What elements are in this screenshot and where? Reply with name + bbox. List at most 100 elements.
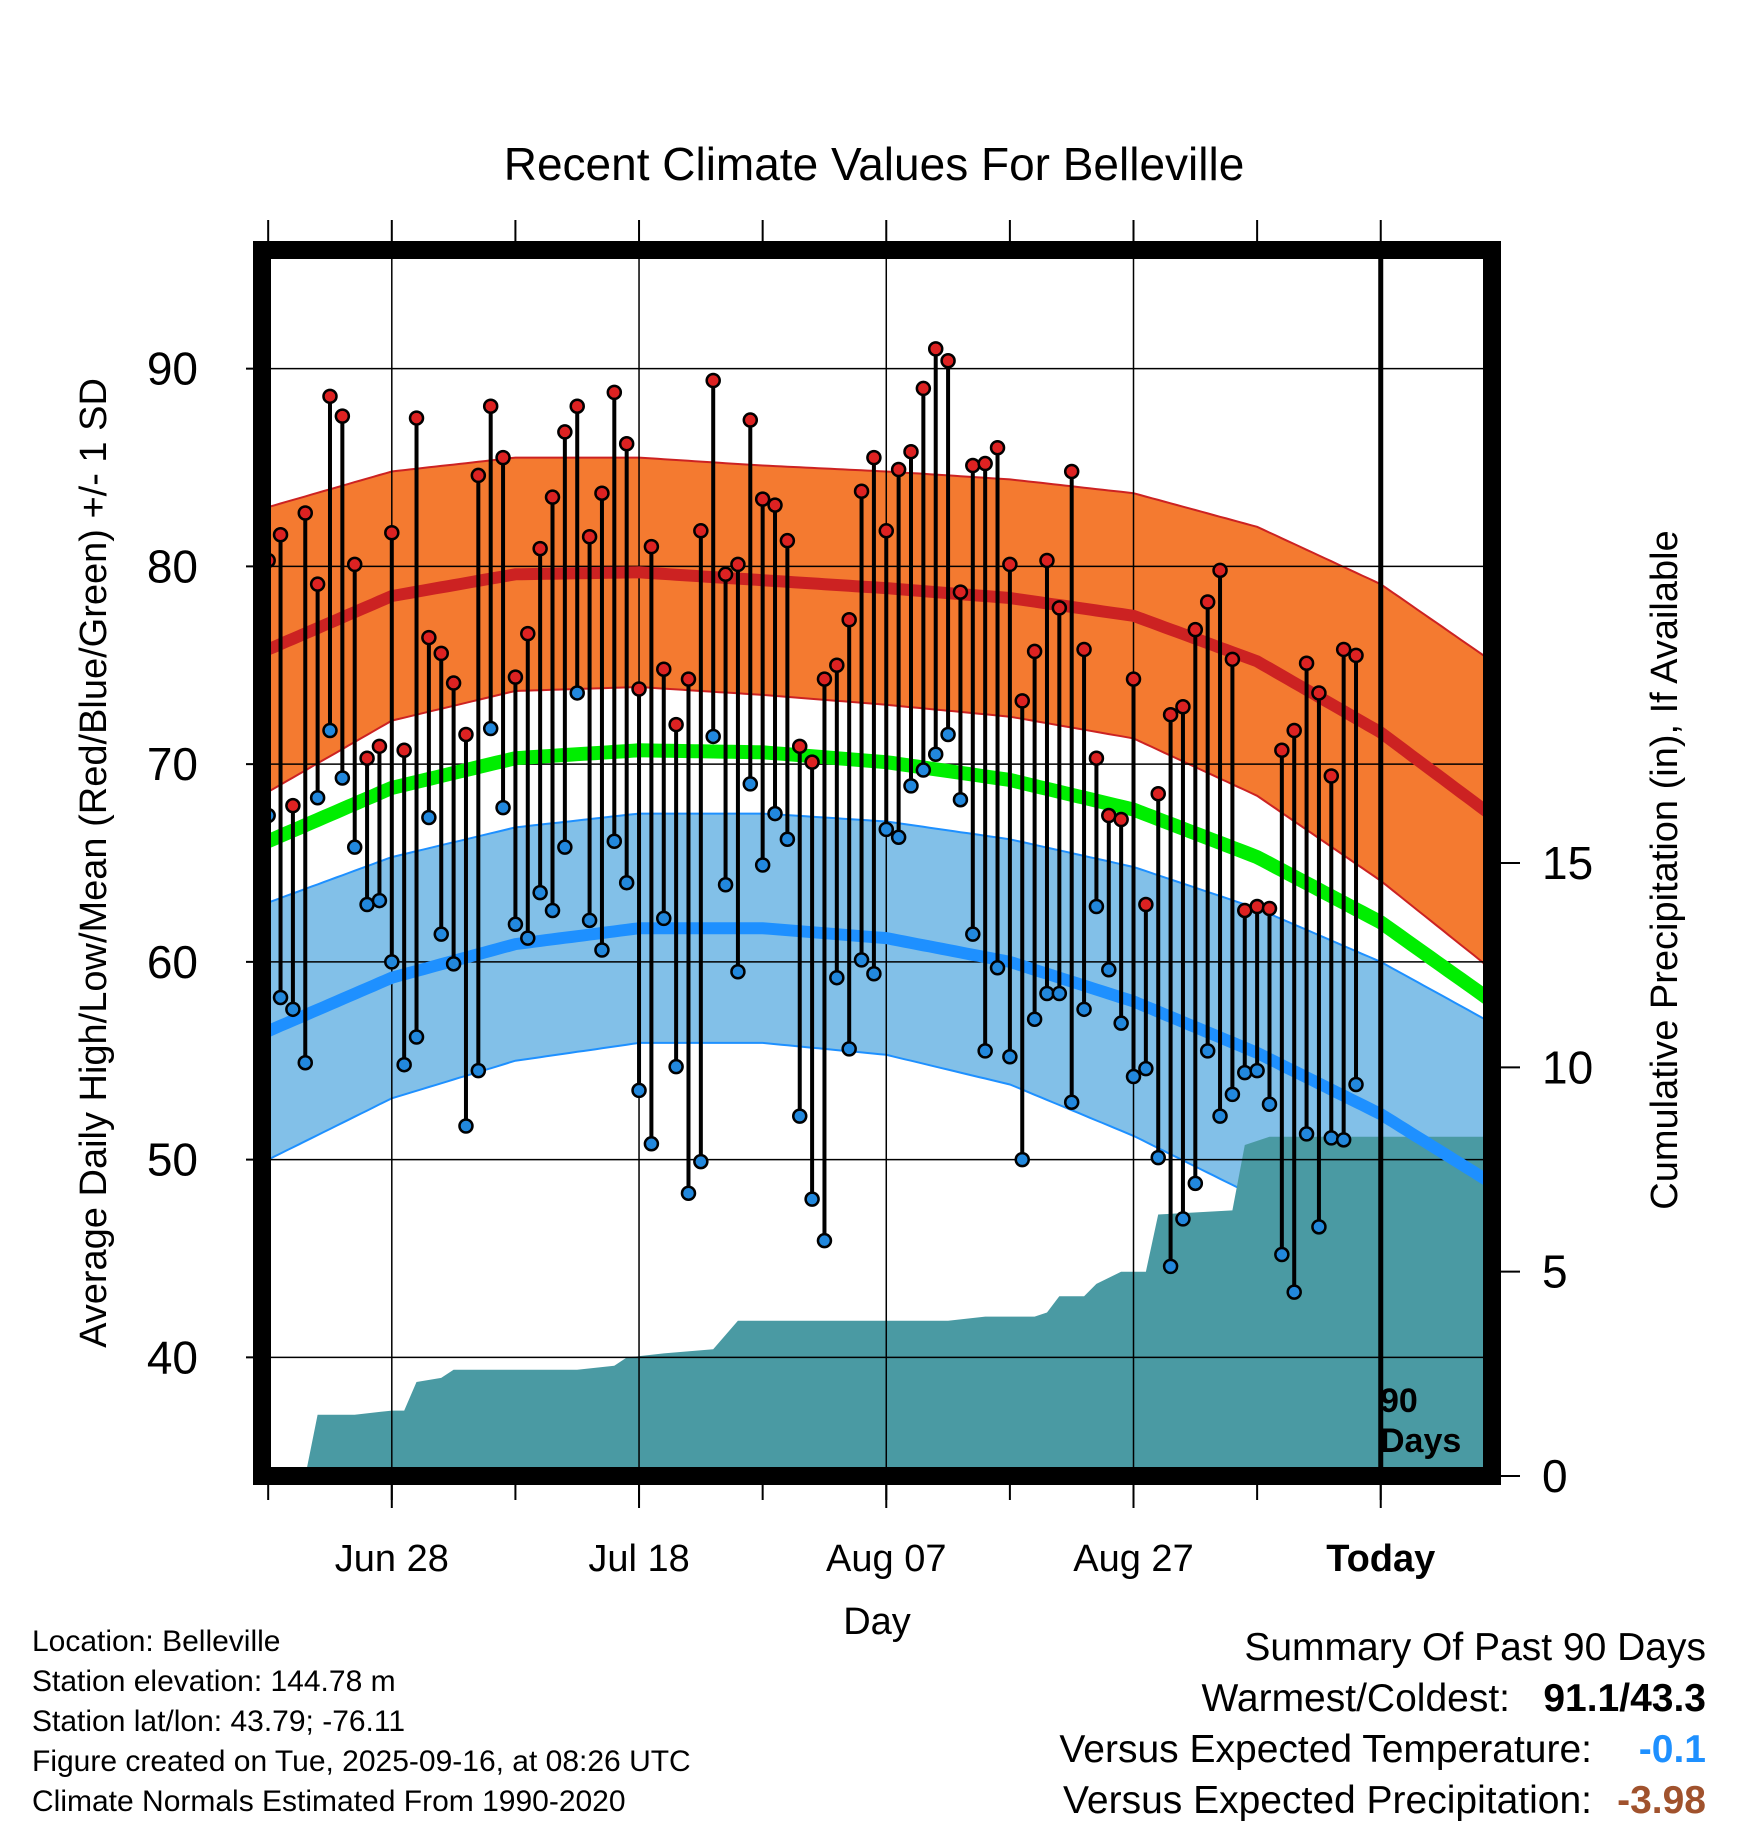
- plot-frame: [253, 241, 1501, 1485]
- y-tick-label-70: 70: [147, 738, 198, 790]
- low-dot-day-24: [557, 839, 573, 855]
- high-dot-day-82: [1274, 742, 1290, 759]
- low-dot-day-80: [1249, 1062, 1265, 1079]
- low-dot-day-44: [804, 1191, 820, 1207]
- y-axis-label: Average Daily High/Low/Mean (Red/Blue/Gr…: [73, 378, 115, 1348]
- high-dot-day-29: [618, 436, 635, 452]
- axes: 40 50 60 70 80 90 0 5 10 15 Jun 28 Jul 18 Aug 07 Aug …: [147, 220, 1593, 1580]
- high-dot-day-36: [705, 372, 721, 389]
- low-dot-day-40: [754, 857, 771, 873]
- low-dot-day-64: [1051, 985, 1068, 1002]
- y2-tick-label-0: 0: [1542, 1450, 1568, 1502]
- high-dot-day-5: [322, 388, 338, 405]
- low-dot-day-87: [1335, 1132, 1352, 1148]
- temp-label: Versus Expected Temperature:: [1059, 1728, 1592, 1771]
- low-dot-day-49: [866, 965, 882, 982]
- high-dot-day-50: [878, 523, 895, 539]
- low-dot-day-1: [272, 989, 289, 1006]
- low-dot-day-71: [1138, 1060, 1154, 1077]
- low-dot-day-14: [433, 926, 449, 942]
- high-dot-day-78: [1224, 651, 1241, 668]
- high-dot-day-12: [408, 410, 425, 426]
- high-dot-day-47: [841, 612, 857, 628]
- high-dot-day-70: [1125, 671, 1142, 687]
- high-dot-day-16: [458, 726, 474, 743]
- chart-title: Recent Climate Values For Belleville: [504, 138, 1245, 190]
- low-dot-day-20: [507, 916, 524, 933]
- normal-lines: [265, 250, 1492, 1476]
- low-dot-day-11: [396, 1056, 412, 1073]
- low-dot-day-28: [606, 833, 623, 849]
- today-annotation: 90 Days: [1380, 1382, 1461, 1460]
- station-info: Location: Belleville Station elevation: …: [32, 1622, 691, 1822]
- high-dot-day-35: [693, 523, 709, 539]
- normal-high-line: [265, 566, 1492, 821]
- high-dot-day-31: [643, 538, 660, 555]
- high-dot-day-86: [1323, 768, 1340, 784]
- low-dot-day-73: [1162, 1258, 1179, 1275]
- y-tick-label-80: 80: [147, 540, 198, 592]
- created-text: Figure created on Tue, 2025-09-16, at 08…: [32, 1745, 691, 1778]
- low-dot-day-38: [730, 964, 746, 980]
- y2-tick-label-5: 5: [1542, 1246, 1568, 1298]
- high-dot-day-62: [1026, 643, 1043, 660]
- y-tick-label-60: 60: [147, 936, 198, 988]
- low-dot-day-85: [1311, 1219, 1327, 1235]
- high-dot-day-65: [1063, 463, 1080, 480]
- high-dot-day-1: [272, 526, 289, 543]
- low-dot-day-78: [1224, 1086, 1241, 1103]
- high-dot-day-26: [581, 528, 598, 545]
- high-dot-day-28: [606, 384, 623, 401]
- low-dot-day-18: [482, 720, 499, 737]
- low-dot-day-88: [1348, 1076, 1364, 1093]
- high-dot-day-67: [1088, 750, 1105, 766]
- high-dot-day-3: [297, 505, 314, 521]
- low-dot-day-47: [841, 1041, 857, 1057]
- high-dot-day-25: [569, 398, 585, 414]
- summary-heading: Summary Of Past 90 Days: [1244, 1626, 1706, 1669]
- normal-low-line: [265, 922, 1492, 1189]
- high-dot-day-41: [767, 497, 783, 513]
- high-dot-day-39: [742, 412, 759, 428]
- summary-panel: Summary Of Past 90 Days Warmest/Coldest:…: [1059, 1622, 1706, 1826]
- low-dot-day-41: [767, 805, 783, 822]
- high-dot-day-75: [1187, 621, 1204, 638]
- high-dot-day-61: [1014, 693, 1031, 709]
- high-dot-day-66: [1076, 641, 1092, 658]
- low-dot-day-26: [581, 912, 598, 929]
- summary-precip: Versus Expected Precipitation: -3.98: [1059, 1775, 1706, 1826]
- high-dot-day-8: [359, 750, 375, 766]
- low-dot-day-9: [371, 892, 388, 909]
- high-dot-day-51: [890, 461, 907, 478]
- low-dot-day-2: [285, 1001, 301, 1018]
- x-tick-label-90: Today: [1326, 1538, 1435, 1580]
- low-dot-day-19: [495, 799, 511, 816]
- low-dot-day-8: [359, 896, 375, 913]
- low-dot-day-6: [334, 770, 351, 786]
- high-dot-day-22: [532, 540, 548, 557]
- high-dot-day-20: [507, 669, 524, 685]
- low-dot-day-79: [1237, 1064, 1253, 1081]
- low-dot-day-53: [915, 762, 932, 778]
- high-dot-day-72: [1150, 786, 1166, 802]
- low-dot-day-50: [878, 821, 895, 838]
- high-dot-day-13: [421, 629, 437, 646]
- high-dot-day-60: [1002, 556, 1018, 573]
- high-dot-day-10: [384, 525, 400, 541]
- warm-cold-label: Warmest/Coldest:: [1201, 1677, 1510, 1720]
- high-dot-day-32: [656, 661, 672, 677]
- low-dot-day-56: [952, 791, 969, 808]
- high-dot-day-49: [866, 449, 882, 466]
- low-dot-day-55: [940, 726, 956, 743]
- high-dot-day-87: [1335, 641, 1352, 658]
- low-dot-day-37: [717, 877, 734, 893]
- low-dot-day-23: [544, 902, 561, 919]
- low-dot-day-33: [668, 1058, 684, 1075]
- low-dot-day-39: [742, 776, 759, 792]
- high-dot-day-63: [1039, 552, 1055, 569]
- normal-bands: [267, 456, 1492, 1345]
- low-dot-day-31: [643, 1136, 660, 1152]
- x-tick-label-10: Jun 28: [335, 1538, 449, 1580]
- low-dot-day-4: [309, 789, 326, 806]
- low-dot-day-68: [1101, 962, 1117, 978]
